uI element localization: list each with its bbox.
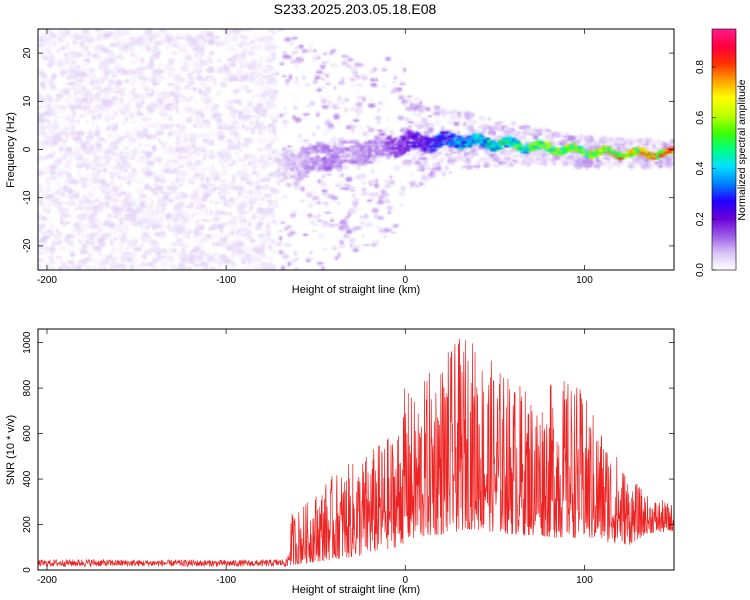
colorbar-label: Normalized spectral amplitude [736, 79, 748, 220]
x-tick-label: 100 [576, 275, 593, 286]
y-tick-label: 1000 [22, 331, 33, 354]
y-tick-label: 10 [22, 95, 33, 107]
snr-x-axis: -200 -100 0 100 [37, 329, 593, 586]
colorbar: 0.0 0.2 0.4 0.6 0.8 Normalized spectral ampl… [695, 28, 748, 277]
snr-series-line [38, 339, 674, 568]
colorbar-tick-label: 0.0 [695, 263, 706, 277]
spectrogram-y-axis: -20 -10 0 10 20 [22, 47, 674, 253]
snr-frame [37, 328, 675, 571]
y-tick-label: 0 [22, 146, 33, 152]
x-tick-label: 100 [576, 575, 593, 586]
spectrogram-x-label: Height of straight line (km) [292, 284, 420, 296]
colorbar-ticks: 0.0 0.2 0.4 0.6 0.8 [695, 60, 716, 277]
y-tick-label: -10 [22, 190, 33, 205]
snr-y-axis: 0 200 400 600 800 1000 [22, 331, 674, 573]
colorbar-tick-label: 0.4 [695, 161, 706, 175]
spectrogram-image [38, 29, 674, 270]
x-tick-label: -100 [216, 275, 236, 286]
colorbar-gradient [711, 28, 737, 271]
x-tick-label: 0 [402, 575, 408, 586]
y-tick-label: 600 [22, 425, 33, 442]
y-tick-label: 0 [22, 567, 33, 573]
y-tick-label: -20 [22, 238, 33, 253]
x-tick-label: -200 [37, 275, 57, 286]
colorbar-tick-label: 0.6 [695, 110, 706, 124]
x-tick-label: -200 [37, 575, 57, 586]
y-tick-label: 20 [22, 47, 33, 59]
colorbar-tick-label: 0.8 [695, 60, 706, 74]
spectrogram-x-axis: -200 -100 0 100 [37, 29, 593, 286]
colorbar-tick-label: 0.2 [695, 212, 706, 226]
x-tick-label: 0 [402, 275, 408, 286]
snr-x-label: Height of straight line (km) [292, 584, 420, 596]
y-tick-label: 200 [22, 516, 33, 533]
snr-panel: -200 -100 0 100 0 200 400 600 800 1000 Height of… [5, 328, 675, 596]
x-tick-label: -100 [216, 575, 236, 586]
figure-title: S233.2025.203.05.18.E08 [274, 1, 437, 17]
y-tick-label: 800 [22, 379, 33, 396]
spectrogram-y-label: Frequency (Hz) [5, 112, 17, 188]
y-tick-label: 400 [22, 470, 33, 487]
snr-y-label: SNR (10 * v/v) [5, 415, 17, 485]
